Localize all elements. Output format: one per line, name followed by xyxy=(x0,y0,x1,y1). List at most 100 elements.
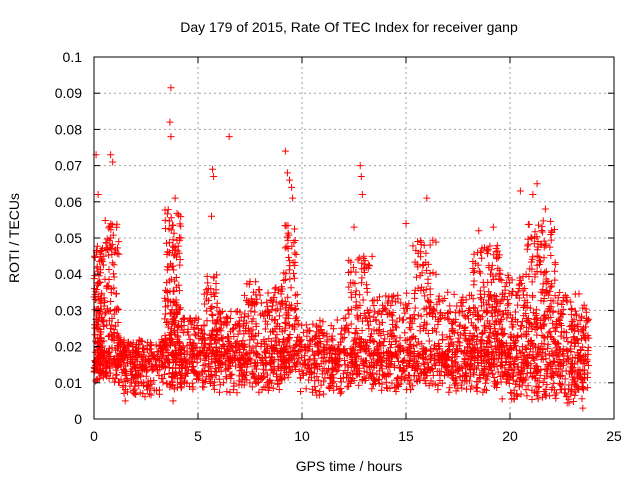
data-point xyxy=(165,217,173,225)
data-point xyxy=(233,322,241,330)
data-point xyxy=(203,289,211,297)
data-point xyxy=(131,346,139,354)
data-point xyxy=(285,322,293,330)
data-point xyxy=(217,318,225,326)
data-point xyxy=(482,340,490,348)
data-point xyxy=(346,371,354,379)
data-point xyxy=(584,369,592,377)
data-point xyxy=(116,360,124,368)
data-point xyxy=(479,329,487,337)
data-point xyxy=(110,284,118,292)
data-point xyxy=(162,303,170,311)
data-point xyxy=(516,370,524,378)
data-point xyxy=(199,383,207,391)
y-tick-label: 0.02 xyxy=(55,339,82,355)
data-point xyxy=(176,379,184,387)
data-point xyxy=(522,346,530,354)
data-point xyxy=(340,357,348,365)
data-point xyxy=(390,292,398,300)
data-point xyxy=(473,384,481,392)
data-point xyxy=(185,331,193,339)
data-point xyxy=(449,341,457,349)
data-point xyxy=(148,380,156,388)
data-point xyxy=(215,308,223,316)
data-point xyxy=(375,326,383,334)
data-point xyxy=(446,302,454,310)
data-point xyxy=(456,307,464,315)
data-point xyxy=(420,241,428,249)
data-point xyxy=(369,361,377,369)
data-point xyxy=(272,284,280,292)
data-point xyxy=(409,350,417,358)
data-point xyxy=(107,330,115,338)
data-point xyxy=(369,374,377,382)
data-point xyxy=(488,362,496,370)
data-point xyxy=(537,317,545,325)
data-point xyxy=(397,372,405,380)
data-point xyxy=(366,317,374,325)
data-point xyxy=(278,328,286,336)
data-point xyxy=(561,375,569,383)
data-point xyxy=(249,344,257,352)
data-point xyxy=(523,316,531,324)
data-point xyxy=(470,348,478,356)
data-point xyxy=(349,375,357,383)
data-point xyxy=(554,358,562,366)
data-point xyxy=(501,367,509,375)
data-point xyxy=(265,378,273,386)
data-point xyxy=(165,239,173,247)
data-point xyxy=(131,390,139,398)
data-point xyxy=(573,349,581,357)
data-point xyxy=(175,287,183,295)
data-point xyxy=(164,318,172,326)
data-point xyxy=(120,389,128,397)
data-point xyxy=(325,365,333,373)
data-point xyxy=(144,382,152,390)
data-point xyxy=(548,362,556,370)
data-point xyxy=(425,337,433,345)
data-point xyxy=(291,361,299,369)
data-point xyxy=(502,378,510,386)
data-point xyxy=(200,379,208,387)
data-point xyxy=(352,291,360,299)
data-point xyxy=(446,384,454,392)
data-point xyxy=(549,319,557,327)
data-point xyxy=(426,303,434,311)
data-point xyxy=(379,328,387,336)
data-point xyxy=(205,352,213,360)
data-point xyxy=(510,344,518,352)
data-point xyxy=(159,351,167,359)
data-point xyxy=(240,371,248,379)
axis-ticks: 0 5 10 15 20 25 0 0.01 0.02 0.03 0.04 0.05 0.06 0.07 0… xyxy=(55,49,622,444)
data-point xyxy=(469,269,477,277)
data-point xyxy=(539,345,547,353)
data-point xyxy=(222,348,230,356)
data-point xyxy=(230,333,238,341)
data-point xyxy=(490,251,498,259)
data-point xyxy=(377,353,385,361)
data-point xyxy=(505,354,513,362)
data-point xyxy=(328,335,336,343)
data-point xyxy=(531,228,539,236)
data-point xyxy=(381,371,389,379)
data-point xyxy=(508,291,516,299)
data-point xyxy=(428,309,436,317)
data-point xyxy=(178,383,186,391)
data-point xyxy=(312,322,320,330)
data-point xyxy=(539,378,547,386)
data-point xyxy=(476,294,484,302)
data-point xyxy=(250,300,258,308)
y-tick-label: 0.05 xyxy=(55,230,82,246)
data-point xyxy=(378,386,386,394)
data-point xyxy=(511,355,519,363)
data-point xyxy=(137,352,145,360)
data-point xyxy=(553,370,561,378)
data-point xyxy=(97,247,105,255)
data-point xyxy=(114,244,122,252)
data-point xyxy=(414,311,422,319)
data-point xyxy=(286,262,294,270)
data-point xyxy=(110,273,118,281)
data-point xyxy=(492,272,500,280)
data-point xyxy=(215,336,223,344)
data-point xyxy=(340,349,348,357)
